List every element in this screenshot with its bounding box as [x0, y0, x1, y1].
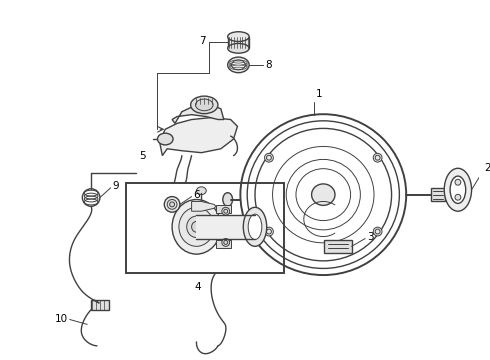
Ellipse shape: [228, 32, 249, 41]
Ellipse shape: [455, 194, 461, 200]
Circle shape: [265, 153, 273, 162]
Ellipse shape: [167, 199, 177, 209]
Bar: [324, 239, 352, 253]
Circle shape: [222, 239, 230, 246]
Bar: [216, 240, 231, 248]
Bar: [431, 188, 445, 202]
Ellipse shape: [196, 187, 206, 195]
Ellipse shape: [164, 197, 180, 212]
Bar: [91, 300, 109, 310]
Ellipse shape: [191, 96, 218, 114]
Text: 9: 9: [113, 181, 119, 191]
Text: 3: 3: [367, 231, 374, 242]
Text: 4: 4: [194, 283, 201, 292]
Text: 7: 7: [198, 36, 205, 45]
Ellipse shape: [228, 44, 249, 53]
Ellipse shape: [192, 221, 201, 232]
Ellipse shape: [187, 216, 206, 238]
Circle shape: [265, 227, 273, 236]
Ellipse shape: [196, 99, 213, 111]
Bar: [228, 37, 249, 48]
Text: 2: 2: [484, 163, 490, 173]
Text: 1: 1: [316, 89, 322, 99]
Polygon shape: [159, 118, 238, 156]
Ellipse shape: [312, 184, 335, 205]
Polygon shape: [192, 202, 216, 211]
Circle shape: [373, 153, 382, 162]
Ellipse shape: [450, 176, 465, 203]
Ellipse shape: [223, 193, 233, 206]
Text: 10: 10: [54, 314, 68, 324]
Ellipse shape: [232, 60, 245, 70]
Circle shape: [222, 207, 230, 215]
Bar: [216, 205, 231, 213]
Ellipse shape: [444, 168, 471, 211]
Ellipse shape: [455, 179, 461, 185]
Bar: [126, 183, 284, 273]
Polygon shape: [172, 105, 224, 123]
Text: 8: 8: [265, 60, 271, 70]
Ellipse shape: [157, 133, 173, 145]
Ellipse shape: [172, 199, 221, 254]
Ellipse shape: [248, 214, 262, 239]
Bar: [196, 215, 255, 239]
Text: 6: 6: [194, 190, 200, 200]
Ellipse shape: [179, 207, 214, 246]
Circle shape: [373, 227, 382, 236]
Ellipse shape: [170, 202, 174, 207]
Text: 5: 5: [139, 150, 146, 161]
Ellipse shape: [228, 57, 249, 73]
Ellipse shape: [244, 207, 267, 246]
